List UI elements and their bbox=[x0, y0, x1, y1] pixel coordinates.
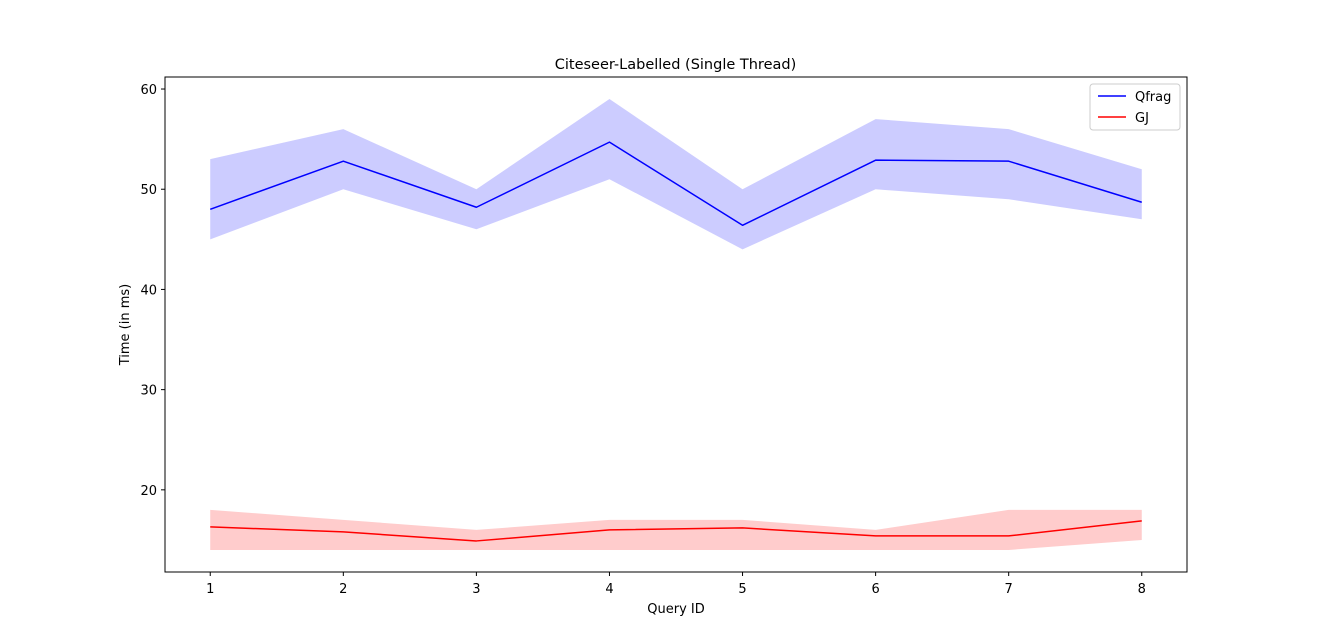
y-axis: 20 30 40 50 60 bbox=[140, 83, 165, 499]
y-tick-label: 60 bbox=[140, 83, 157, 98]
y-tick-label: 30 bbox=[140, 384, 157, 399]
x-tick-label: 8 bbox=[1138, 582, 1146, 597]
x-tick-label: 4 bbox=[605, 582, 613, 597]
plot-frame bbox=[164, 76, 1188, 573]
chart-title: Citeseer-Labelled (Single Thread) bbox=[555, 57, 797, 73]
legend-label-qfrag: Qfrag bbox=[1135, 90, 1171, 105]
x-tick-label: 3 bbox=[472, 582, 480, 597]
x-tick-label: 6 bbox=[871, 582, 879, 597]
legend-label-gj: GJ bbox=[1135, 111, 1149, 126]
x-tick-label: 2 bbox=[339, 582, 347, 597]
band-gj bbox=[210, 509, 1142, 550]
x-tick-label: 7 bbox=[1005, 582, 1013, 597]
band-qfrag bbox=[210, 99, 1142, 250]
x-tick-label: 5 bbox=[738, 582, 746, 597]
y-tick-label: 20 bbox=[140, 484, 157, 499]
series-lines bbox=[209, 141, 1142, 542]
series-line-gj bbox=[210, 520, 1142, 542]
x-tick-label: 1 bbox=[206, 582, 214, 597]
series-line-qfrag bbox=[209, 141, 1142, 227]
y-tick-label: 50 bbox=[140, 183, 157, 198]
legend: Qfrag GJ bbox=[1089, 83, 1181, 131]
y-axis-label: Time (in ms) bbox=[118, 284, 133, 367]
x-axis: 1 2 3 4 5 6 7 8 bbox=[206, 572, 1146, 597]
y-tick-label: 40 bbox=[140, 283, 157, 298]
confidence-bands bbox=[210, 99, 1142, 550]
x-axis-label: Query ID bbox=[647, 602, 704, 617]
